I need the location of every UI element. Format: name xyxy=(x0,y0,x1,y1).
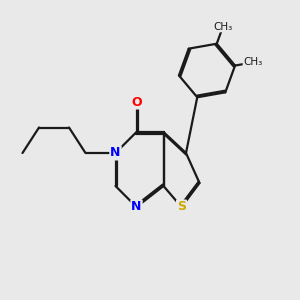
Text: CH₃: CH₃ xyxy=(243,57,262,68)
Text: S: S xyxy=(177,200,186,214)
Text: N: N xyxy=(131,200,142,214)
Text: N: N xyxy=(110,146,121,160)
Text: O: O xyxy=(131,95,142,109)
Text: CH₃: CH₃ xyxy=(213,22,232,32)
